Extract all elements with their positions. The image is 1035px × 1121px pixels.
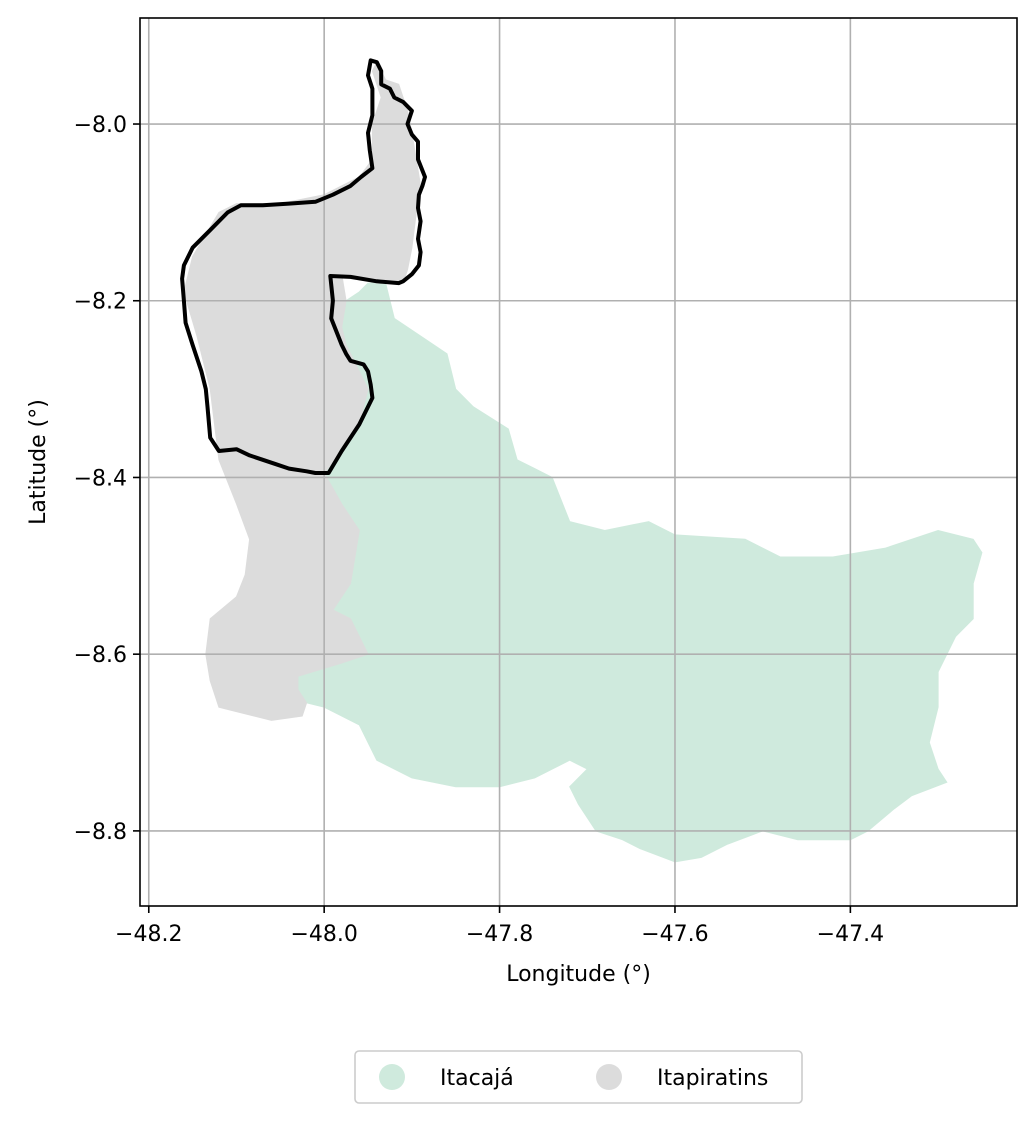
x-tick-label: −48.2: [115, 922, 182, 947]
legend-marker: [379, 1064, 405, 1090]
y-tick-label: −8.0: [74, 113, 127, 138]
x-tick-label: −47.8: [466, 922, 533, 947]
x-tick-label: −47.4: [817, 922, 884, 947]
legend-marker: [596, 1064, 622, 1090]
plot-area: [139, 17, 1018, 907]
y-tick-label: −8.4: [74, 466, 127, 491]
legend-frame: [354, 1050, 803, 1104]
legend: Itacajá Itapiratins: [354, 1050, 803, 1104]
y-tick-label: −8.8: [74, 820, 127, 845]
x-tick-label: −47.6: [641, 922, 708, 947]
y-tick-label: −8.6: [74, 643, 127, 668]
region-itacaj: [297, 282, 983, 863]
x-axis: −48.2 −48.0 −47.8 −47.6 −47.4: [115, 906, 884, 947]
gridlines: [140, 18, 1017, 906]
legend-label: Itacajá: [440, 1066, 514, 1091]
axes-frame: [139, 17, 1018, 907]
legend-label: Itapiratins: [657, 1066, 768, 1091]
y-tick-label: −8.2: [74, 290, 127, 315]
highlight-boundary: [180, 58, 427, 475]
x-tick-label: −48.0: [290, 922, 357, 947]
y-axis: −8.0 −8.2 −8.4 −8.6 −8.8: [74, 113, 140, 845]
y-axis-label: Latitude (°): [26, 399, 51, 525]
x-axis-label: Longitude (°): [506, 962, 651, 987]
